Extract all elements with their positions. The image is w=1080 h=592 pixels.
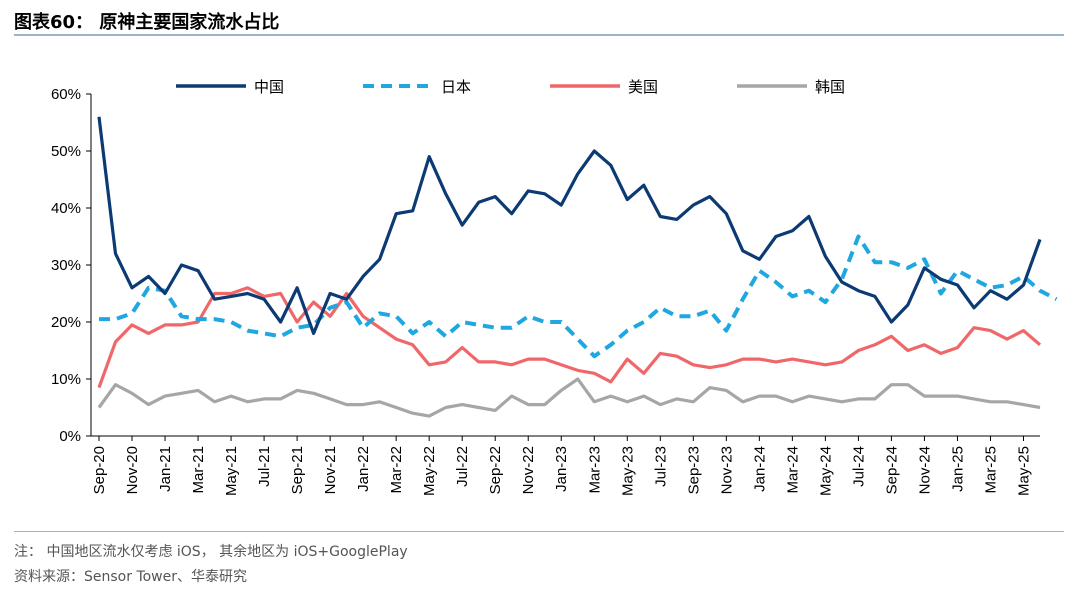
title-divider [14,34,1064,36]
y-tick-label: 30% [51,257,81,274]
y-tick-label: 60% [51,86,81,103]
x-tick-label: Mar-22 [388,446,405,494]
y-tick-label: 20% [51,314,81,331]
x-tick-label: Sep-21 [289,446,306,494]
x-tick-label: Sep-23 [685,446,702,494]
x-tick-label: May-21 [223,446,240,496]
x-tick-label: Sep-24 [883,446,900,494]
chart-legend: 中国 日本 美国 韩国 [176,78,845,96]
x-tick-label: Mar-21 [190,446,207,494]
series-line-4 [97,377,1041,418]
x-tick-label: Jan-25 [949,446,966,492]
y-axis: 0% 10% 20% 30% 40% 50% 60% [51,86,92,445]
x-tick-label: Jan-24 [751,446,768,492]
source-note: 资料来源：Sensor Tower、华泰研究 [14,569,247,585]
footnote: 注： 中国地区流水仅考虑 iOS， 其余地区为 iOS+GooglePlay [14,544,408,560]
x-tick-label: Nov-23 [718,446,735,494]
x-tick-label: May-25 [1015,446,1032,496]
series-line-3 [97,286,1042,389]
x-tick-label: Nov-22 [520,446,537,494]
line-chart: 中国 日本 美国 韩国 0% 10% 20% 30% 40% 50% 60% Sep-20 Nov-… [51,78,1058,496]
footer-divider [14,531,1064,532]
x-tick-label: Mar-25 [982,446,999,494]
x-axis: Sep-20 Nov-20 Jan-21 Mar-21 May-21 Jul-21 Sep-… [91,435,1040,496]
legend-label: 日本 [441,78,471,96]
x-tick-label: Mar-23 [586,446,603,494]
x-tick-label: Jul-24 [850,446,867,487]
y-tick-label: 0% [59,428,81,445]
x-tick-label: Nov-20 [124,446,141,494]
y-tick-label: 50% [51,143,81,160]
x-tick-label: Jan-23 [553,446,570,492]
y-tick-label: 40% [51,200,81,217]
x-tick-label: May-23 [619,446,636,496]
legend-label: 韩国 [815,78,845,96]
x-tick-label: May-24 [817,446,834,496]
legend-label: 美国 [628,78,658,96]
x-tick-label: Nov-24 [916,446,933,494]
x-tick-label: Jan-21 [157,446,174,492]
plot-area [97,116,1058,418]
x-tick-label: Nov-21 [322,446,339,494]
x-tick-label: Jul-22 [454,446,471,487]
x-tick-label: Sep-20 [91,446,108,494]
x-tick-label: Mar-24 [784,446,801,494]
x-tick-label: May-22 [421,446,438,496]
legend-label: 中国 [254,78,284,96]
x-tick-label: Jul-21 [256,446,273,487]
figure-title: 图表60： 原神主要国家流水占比 [14,12,280,33]
series-line-2 [99,234,1058,359]
x-tick-label: Jul-23 [652,446,669,487]
y-tick-label: 10% [51,371,81,388]
series-line-1 [97,116,1042,335]
x-tick-label: Sep-22 [487,446,504,494]
x-tick-label: Jan-22 [355,446,372,492]
